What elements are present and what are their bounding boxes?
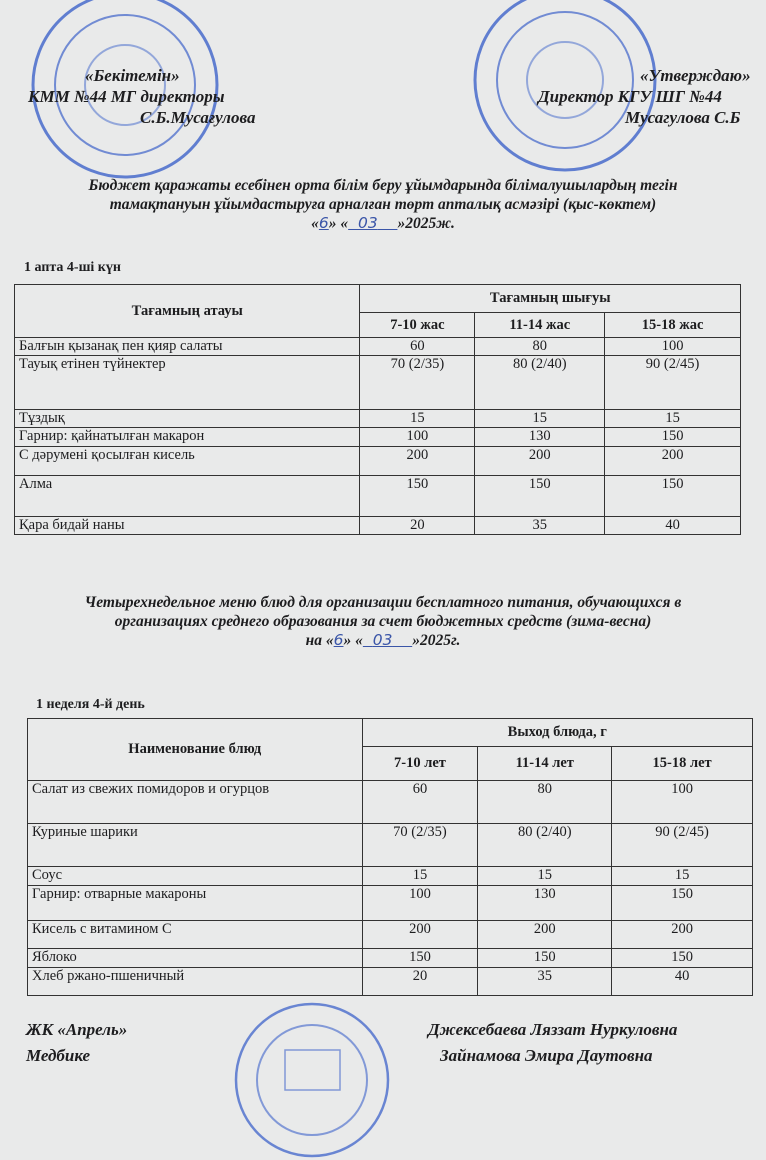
dish-name-cell: Балғын қызанақ пен қияр салаты — [13, 337, 361, 356]
dish-name-cell: Хлеб ржано-пшеничный — [27, 967, 363, 996]
yield-cell: 150 — [611, 948, 753, 968]
yield-cell: 15 — [474, 409, 606, 428]
ru-date: на «6» « 03 »2025г. — [305, 631, 461, 649]
yield-cell: 100 — [359, 427, 476, 447]
footer-right-line1: Джексебаева Ляззат Нуркуловна — [428, 1020, 678, 1039]
dish-name-cell: Кисель с витамином С — [27, 920, 363, 949]
yield-cell: 150 — [477, 948, 613, 968]
table-row: Тауық етінен түйнектер 70 (2/35) 80 (2/40)… — [13, 355, 741, 410]
table-row: Куриные шарики 70 (2/35) 80 (2/40) 90 (2/45… — [27, 823, 753, 867]
stamp-bottom — [234, 1002, 390, 1158]
yield-cell: 80 (2/40) — [477, 823, 613, 867]
kz-date: «6» « 03 »2025ж. — [311, 214, 455, 232]
name-header: Тағамның атауы — [13, 284, 361, 338]
yield-cell: 200 — [477, 920, 613, 949]
dish-name-cell: Тұздық — [13, 409, 361, 428]
dish-name-cell: Куриные шарики — [27, 823, 363, 867]
yield-cell: 70 (2/35) — [361, 823, 479, 867]
ru-title: Четырехнедельное меню блюд для организац… — [0, 593, 766, 650]
yield-cell: 15 — [359, 409, 476, 428]
kz-day-label: 1 апта 4-ші күн — [24, 260, 121, 275]
kz-menu-table: Тағамның атауы Тағамның шығуы 7-10 жас 11-1… — [13, 284, 741, 535]
approval-left-name: С.Б.Мусағулова — [140, 108, 256, 127]
yield-cell: 60 — [361, 780, 479, 824]
yield-cell: 200 — [474, 446, 606, 476]
table-row: Яблоко 150 150 150 — [27, 948, 753, 968]
yield-cell: 90 (2/45) — [611, 823, 753, 867]
table-row: Гарнир: отварные макароны 100 130 150 — [27, 885, 753, 921]
table-row: Балғын қызанақ пен қияр салаты 60 80 100 — [13, 337, 741, 356]
kz-title: Бюджет қаражаты есебінен орта білім беру… — [0, 176, 766, 233]
yield-cell: 100 — [604, 337, 741, 356]
yield-cell: 200 — [361, 920, 479, 949]
yield-cell: 150 — [604, 427, 741, 447]
table-row: Соус 15 15 15 — [27, 866, 753, 886]
approval-left-label: «Бекітемін» — [85, 66, 180, 85]
table-row: Гарнир: қайнатылған макарон 100 130 150 — [13, 427, 741, 447]
dish-name-cell: Алма — [13, 475, 361, 517]
table-row: Алма 150 150 150 — [13, 475, 741, 517]
yield-cell: 200 — [604, 446, 741, 476]
age-header: 15-18 жас — [604, 312, 741, 338]
table-row: Қара бидай наны 20 35 40 — [13, 516, 741, 535]
approval-right-name: Мусагулова С.Б — [625, 108, 741, 127]
footer-left-line1: ЖК «Апрель» — [26, 1020, 128, 1039]
yield-cell: 130 — [474, 427, 606, 447]
yield-cell: 35 — [477, 967, 613, 996]
yield-cell: 40 — [611, 967, 753, 996]
yield-cell: 20 — [361, 967, 479, 996]
table-row: Кисель с витамином С 200 200 200 — [27, 920, 753, 949]
dish-name-cell: Соус — [27, 866, 363, 886]
approval-left-position: КММ №44 МГ директоры — [28, 87, 225, 106]
yield-cell: 60 — [359, 337, 476, 356]
dish-name-cell: Гарнир: отварные макароны — [27, 885, 363, 921]
yield-cell: 15 — [477, 866, 613, 886]
table-row: Тұздық 15 15 15 — [13, 409, 741, 428]
yield-header: Выход блюда, г — [361, 718, 754, 747]
yield-cell: 80 (2/40) — [474, 355, 606, 410]
table-row: Салат из свежих помидоров и огурцов 60 80 1… — [27, 780, 753, 824]
yield-cell: 130 — [477, 885, 613, 921]
yield-cell: 80 — [477, 780, 613, 824]
approval-right-label: «Утверждаю» — [640, 66, 751, 85]
yield-cell: 90 (2/45) — [604, 355, 741, 410]
yield-cell: 150 — [361, 948, 479, 968]
dish-name-cell: Тауық етінен түйнектер — [13, 355, 361, 410]
dish-name-cell: Яблоко — [27, 948, 363, 968]
yield-cell: 150 — [604, 475, 741, 517]
dish-name-cell: Салат из свежих помидоров и огурцов — [27, 780, 363, 824]
yield-cell: 15 — [361, 866, 479, 886]
age-header: 11-14 лет — [477, 746, 613, 781]
yield-cell: 150 — [359, 475, 476, 517]
footer-left-line2: Медбике — [26, 1046, 91, 1065]
yield-cell: 15 — [604, 409, 741, 428]
dish-name-cell: С дәрумені қосылған кисель — [13, 446, 361, 476]
age-header: 15-18 лет — [611, 746, 753, 781]
dish-name-cell: Қара бидай наны — [13, 516, 361, 535]
yield-cell: 40 — [604, 516, 741, 535]
yield-cell: 70 (2/35) — [359, 355, 476, 410]
yield-cell: 20 — [359, 516, 476, 535]
yield-cell: 200 — [359, 446, 476, 476]
table-row: Хлеб ржано-пшеничный 20 35 40 — [27, 967, 753, 996]
table-row: С дәрумені қосылған кисель 200 200 200 — [13, 446, 741, 476]
yield-cell: 150 — [474, 475, 606, 517]
yield-cell: 150 — [611, 885, 753, 921]
ru-day-label: 1 неделя 4-й день — [36, 697, 145, 712]
yield-cell: 80 — [474, 337, 606, 356]
yield-cell: 100 — [361, 885, 479, 921]
ru-menu-table: Наименование блюд Выход блюда, г 7-10 лет 1… — [27, 718, 754, 996]
yield-cell: 35 — [474, 516, 606, 535]
age-header: 7-10 жас — [359, 312, 476, 338]
yield-cell: 15 — [611, 866, 753, 886]
age-header: 11-14 жас — [474, 312, 606, 338]
yield-header: Тағамның шығуы — [359, 284, 741, 313]
name-header: Наименование блюд — [27, 718, 363, 781]
dish-name-cell: Гарнир: қайнатылған макарон — [13, 427, 361, 447]
yield-cell: 200 — [611, 920, 753, 949]
yield-cell: 100 — [611, 780, 753, 824]
footer-right-line2: Зайнамова Эмира Даутовна — [440, 1046, 653, 1065]
approval-right-position: Директор КГУ ШГ №44 — [538, 87, 722, 106]
age-header: 7-10 лет — [361, 746, 479, 781]
